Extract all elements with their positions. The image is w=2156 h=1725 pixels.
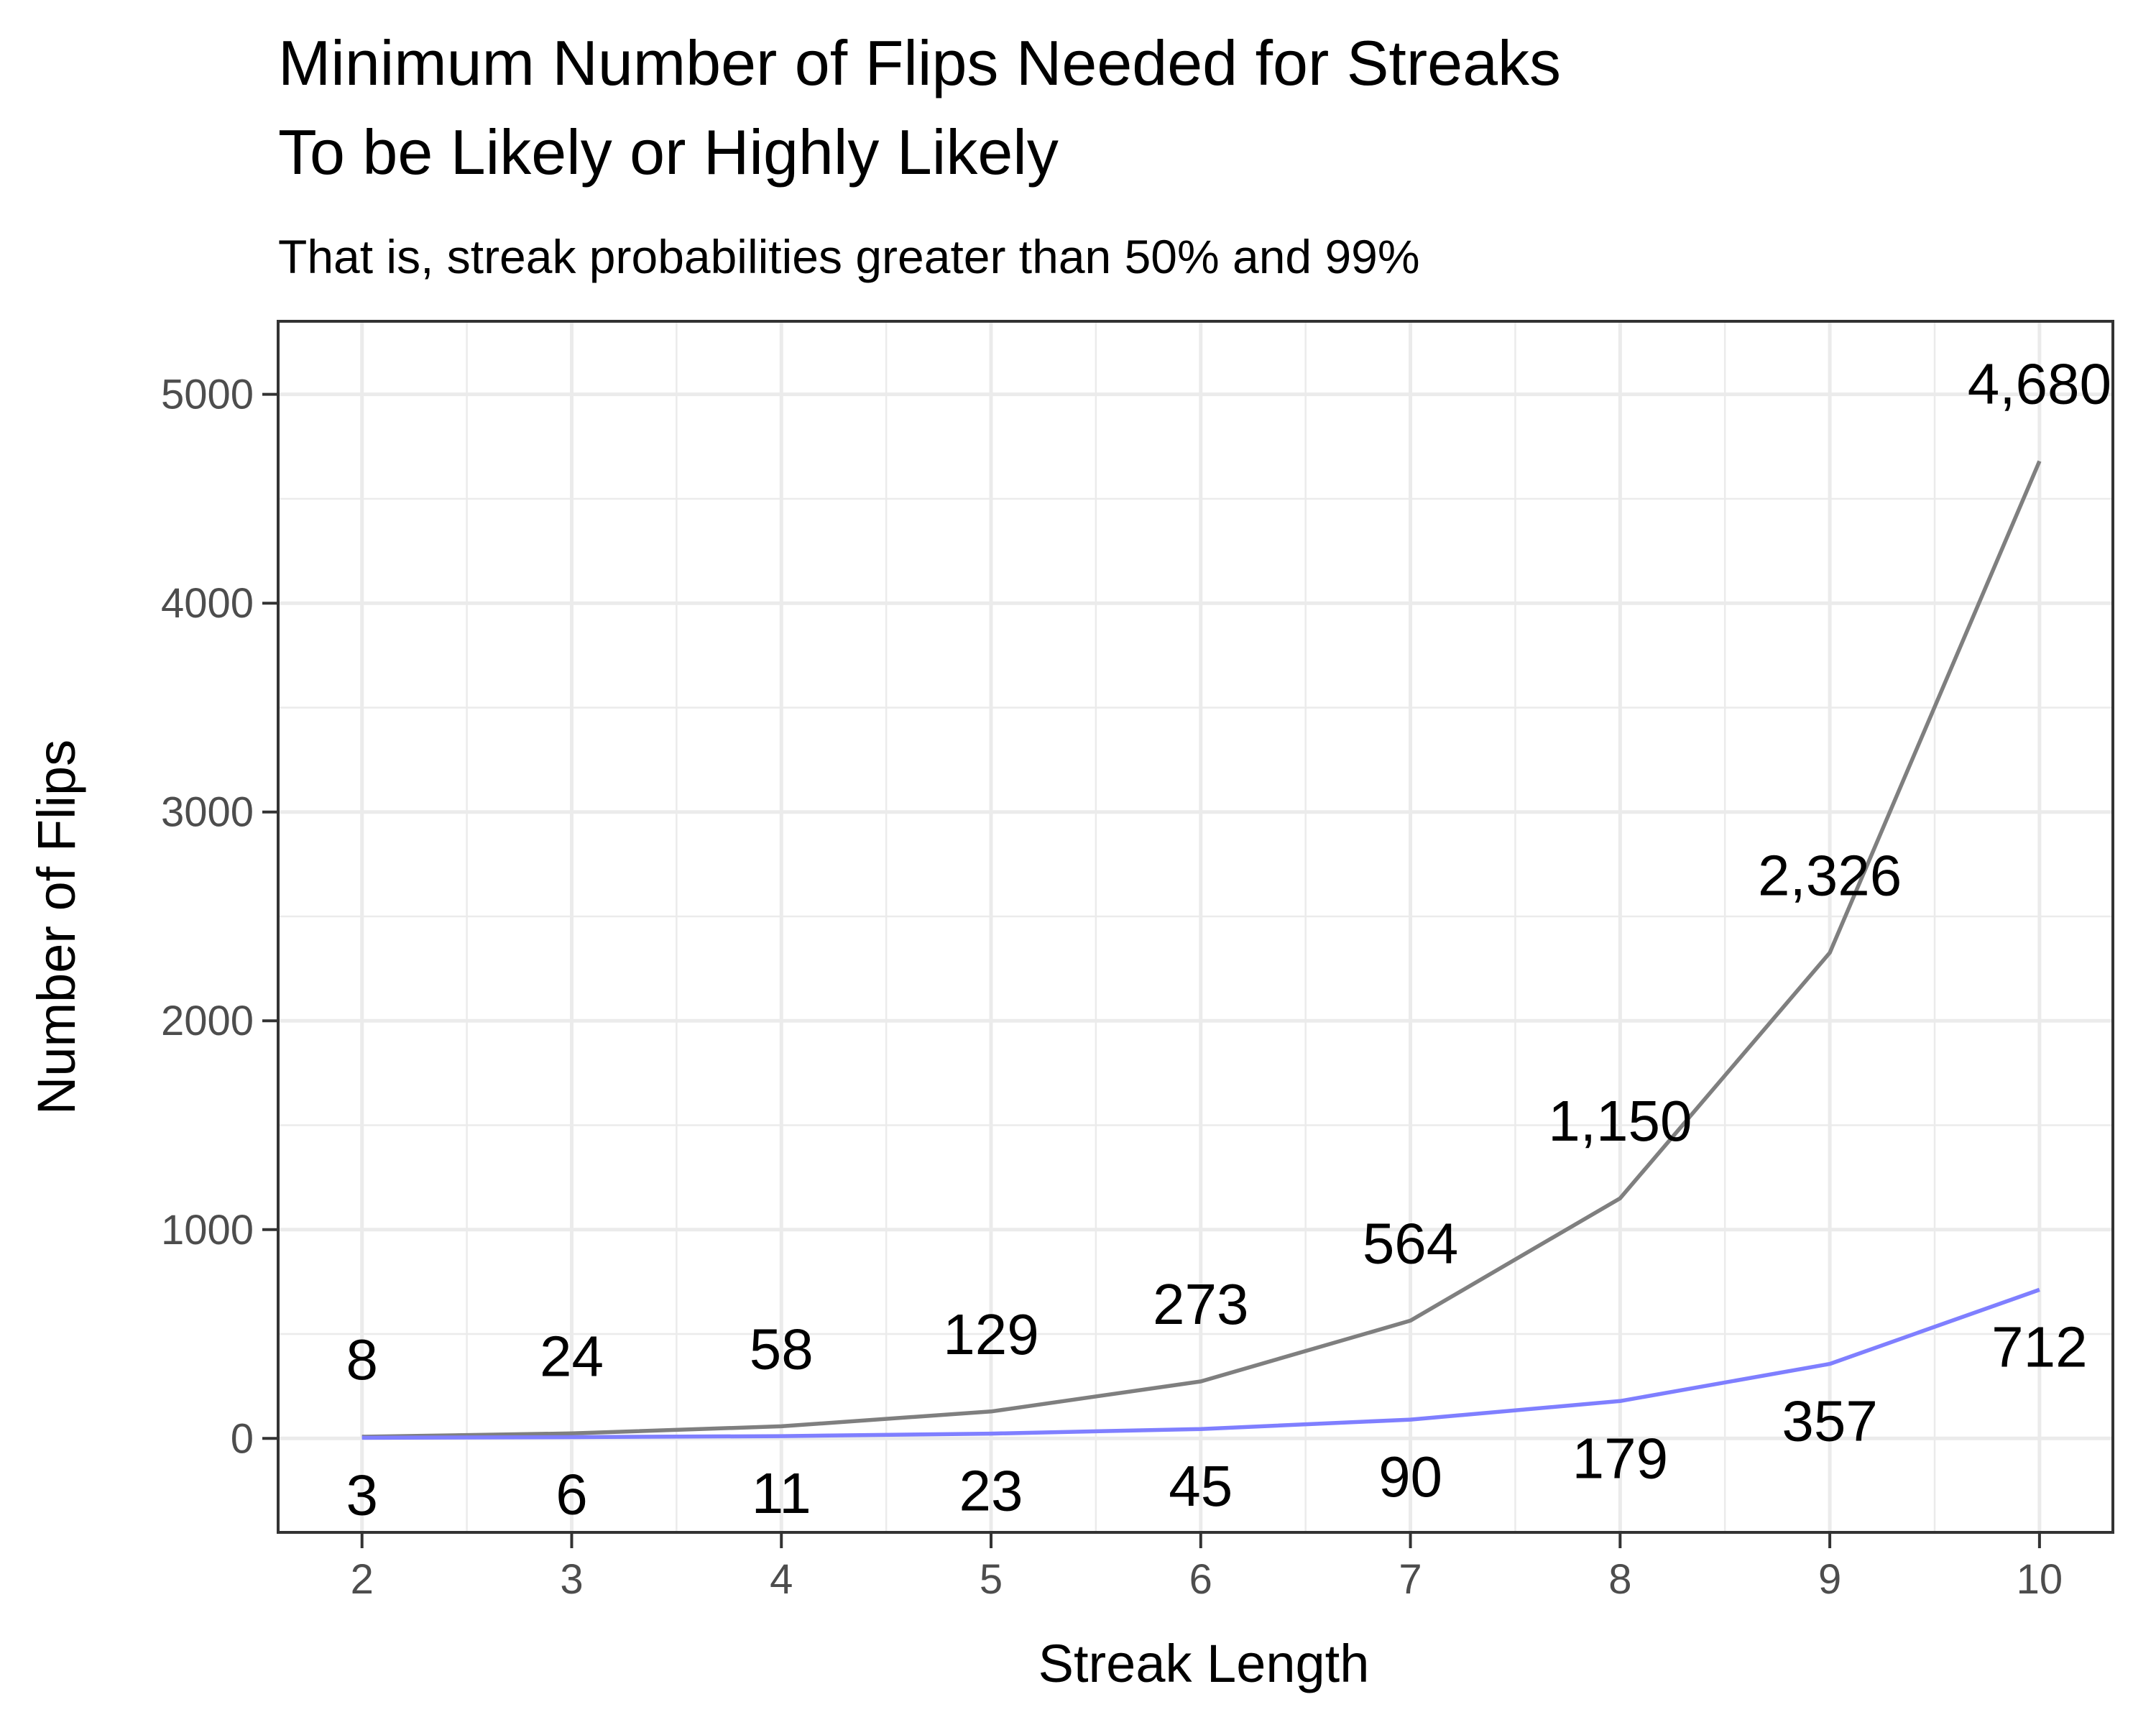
x-tick-label: 4 xyxy=(770,1556,793,1603)
y-tick-label: 1000 xyxy=(161,1207,254,1254)
x-tick-label: 10 xyxy=(2017,1556,2063,1603)
chart-title-line-1: Minimum Number of Flips Needed for Strea… xyxy=(278,27,1561,98)
data-label-series-2: 3 xyxy=(346,1463,378,1527)
x-tick-label: 6 xyxy=(1189,1556,1212,1603)
x-axis-title: Streak Length xyxy=(1038,1634,1370,1693)
data-label-series-1: 564 xyxy=(1363,1211,1458,1275)
chart-subtitle: That is, streak probabilities greater th… xyxy=(278,230,1420,283)
series-lines xyxy=(361,460,2042,1440)
x-tick-label: 5 xyxy=(980,1556,1003,1603)
y-tick-label: 0 xyxy=(231,1415,254,1462)
data-label-series-2: 357 xyxy=(1782,1389,1877,1453)
y-tick-label: 3000 xyxy=(161,789,254,836)
data-label-series-1: 4,680 xyxy=(1968,352,2111,416)
x-tick-label: 9 xyxy=(1818,1556,1841,1603)
y-tick-label: 2000 xyxy=(161,998,254,1044)
data-label-series-2: 712 xyxy=(1991,1315,2087,1379)
data-label-series-1: 24 xyxy=(540,1324,604,1388)
x-tick-label: 8 xyxy=(1608,1556,1631,1603)
data-label-series-1: 8 xyxy=(346,1328,378,1392)
data-label-series-1: 129 xyxy=(943,1302,1038,1366)
grid xyxy=(278,321,2113,1532)
series-line-2 xyxy=(361,1287,2040,1440)
data-label-series-2: 45 xyxy=(1169,1454,1233,1518)
y-tick-label: 4000 xyxy=(161,580,254,627)
data-label-series-2: 23 xyxy=(959,1459,1023,1523)
data-label-series-1: 2,326 xyxy=(1758,844,1902,908)
data-label-series-2: 11 xyxy=(752,1461,811,1525)
x-tick-label: 7 xyxy=(1399,1556,1422,1603)
data-label-series-2: 179 xyxy=(1572,1426,1668,1490)
data-label-series-2: 90 xyxy=(1378,1445,1442,1509)
x-tick-label: 2 xyxy=(351,1556,374,1603)
x-tick-label: 3 xyxy=(560,1556,583,1603)
y-axis-title: Number of Flips xyxy=(27,740,86,1115)
chart-title-line-2: To be Likely or Highly Likely xyxy=(278,116,1059,188)
data-label-series-1: 58 xyxy=(750,1317,814,1381)
series-line-1 xyxy=(361,460,2042,1439)
data-label-series-1: 273 xyxy=(1153,1272,1248,1336)
data-labels: 8 3 24 6 58 11 129 23 273 45 564 90 1,150 179 2,326 357… xyxy=(346,352,2111,1527)
data-label-series-1: 1,150 xyxy=(1548,1089,1692,1153)
y-tick-label: 5000 xyxy=(161,372,254,418)
data-label-series-2: 6 xyxy=(556,1463,588,1527)
plot-panel-border xyxy=(277,320,2114,1534)
